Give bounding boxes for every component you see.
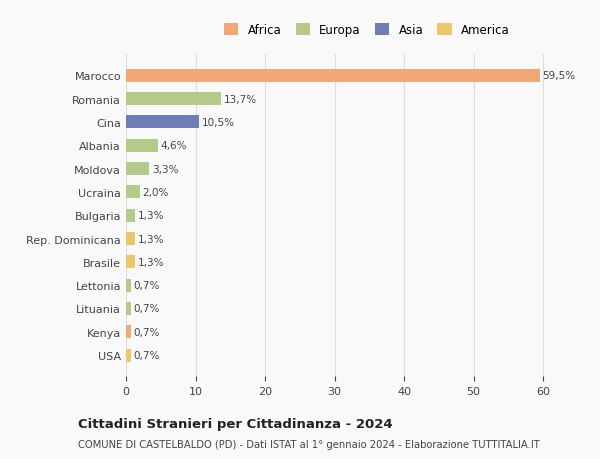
Legend: Africa, Europa, Asia, America: Africa, Europa, Asia, America	[220, 19, 514, 42]
Bar	[126, 116, 199, 129]
Bar	[126, 302, 131, 315]
Bar	[126, 349, 131, 362]
Bar	[126, 279, 131, 292]
Bar	[126, 256, 135, 269]
Text: 2,0%: 2,0%	[143, 187, 169, 197]
Bar	[126, 326, 131, 338]
Bar	[126, 233, 135, 246]
Text: 0,7%: 0,7%	[134, 327, 160, 337]
Text: 1,3%: 1,3%	[138, 211, 164, 221]
Bar	[126, 140, 158, 152]
Text: 1,3%: 1,3%	[138, 257, 164, 267]
Text: 10,5%: 10,5%	[202, 118, 235, 128]
Text: 13,7%: 13,7%	[224, 95, 257, 104]
Text: 0,7%: 0,7%	[134, 350, 160, 360]
Text: 3,3%: 3,3%	[152, 164, 178, 174]
Text: 59,5%: 59,5%	[542, 71, 575, 81]
Bar	[126, 186, 140, 199]
Text: COMUNE DI CASTELBALDO (PD) - Dati ISTAT al 1° gennaio 2024 - Elaborazione TUTTIT: COMUNE DI CASTELBALDO (PD) - Dati ISTAT …	[78, 440, 540, 449]
Text: Cittadini Stranieri per Cittadinanza - 2024: Cittadini Stranieri per Cittadinanza - 2…	[78, 417, 392, 430]
Bar	[126, 163, 149, 176]
Text: 4,6%: 4,6%	[161, 141, 187, 151]
Text: 0,7%: 0,7%	[134, 280, 160, 291]
Text: 0,7%: 0,7%	[134, 304, 160, 314]
Bar	[126, 70, 539, 83]
Bar	[126, 209, 135, 222]
Text: 1,3%: 1,3%	[138, 234, 164, 244]
Bar	[126, 93, 221, 106]
